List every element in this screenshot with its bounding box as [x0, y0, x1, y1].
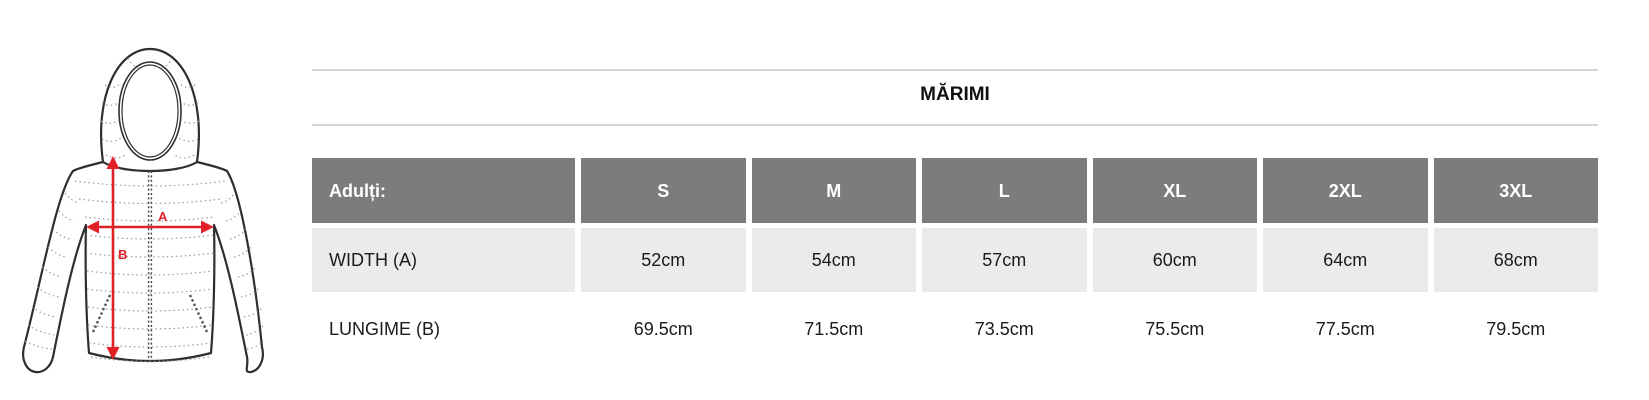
jacket-zipper	[147, 171, 153, 361]
width-value-m: 54cm	[751, 228, 916, 292]
length-arrow	[106, 156, 120, 360]
jacket-measurement-diagram: A B	[15, 45, 270, 395]
header-cell-2xl: 2XL	[1263, 158, 1428, 223]
size-table: Adulți: S M L XL 2XL 3XL WIDTH (A) 52cm …	[312, 158, 1598, 361]
length-value-3xl: 79.5cm	[1433, 297, 1598, 361]
jacket-quilt-lines-sleeves	[24, 192, 265, 350]
header-cell-s: S	[581, 158, 746, 223]
jacket-pocket-right	[188, 294, 209, 333]
length-value-xl: 75.5cm	[1092, 297, 1257, 361]
length-value-2xl: 77.5cm	[1263, 297, 1428, 361]
width-value-s: 52cm	[581, 228, 746, 292]
title-rule-bottom	[312, 124, 1598, 126]
width-value-l: 57cm	[922, 228, 1087, 292]
jacket-quilt-lines-body	[74, 180, 226, 363]
width-arrow-label: A	[158, 209, 168, 224]
length-value-m: 71.5cm	[751, 297, 916, 361]
length-row-label: LUNGIME (B)	[312, 297, 575, 361]
width-value-2xl: 64cm	[1263, 228, 1428, 292]
size-chart-title: MĂRIMI	[920, 84, 990, 105]
length-value-s: 69.5cm	[581, 297, 746, 361]
jacket-diagram-svg: A B	[22, 47, 265, 374]
size-chart: MĂRIMI Adulți: S M L XL 2XL 3XL WIDTH (A…	[312, 0, 1598, 400]
header-cell-m: M	[751, 158, 916, 223]
jacket-pocket-left	[91, 294, 112, 333]
header-cell-l: L	[922, 158, 1087, 223]
length-arrow-label: B	[118, 247, 127, 262]
header-cell-3xl: 3XL	[1433, 158, 1598, 223]
jacket-quilt-lines-hood	[100, 57, 200, 159]
header-cell-adults: Adulți:	[312, 158, 575, 223]
width-value-xl: 60cm	[1092, 228, 1257, 292]
title-rule-top	[312, 69, 1598, 71]
width-value-3xl: 68cm	[1433, 228, 1598, 292]
jacket-hood-rim-outer	[118, 61, 182, 161]
width-row-label: WIDTH (A)	[312, 228, 575, 292]
length-value-l: 73.5cm	[922, 297, 1087, 361]
header-cell-xl: XL	[1092, 158, 1257, 223]
jacket-hood-rim-inner	[121, 64, 179, 158]
jacket-body-outline	[22, 160, 264, 374]
